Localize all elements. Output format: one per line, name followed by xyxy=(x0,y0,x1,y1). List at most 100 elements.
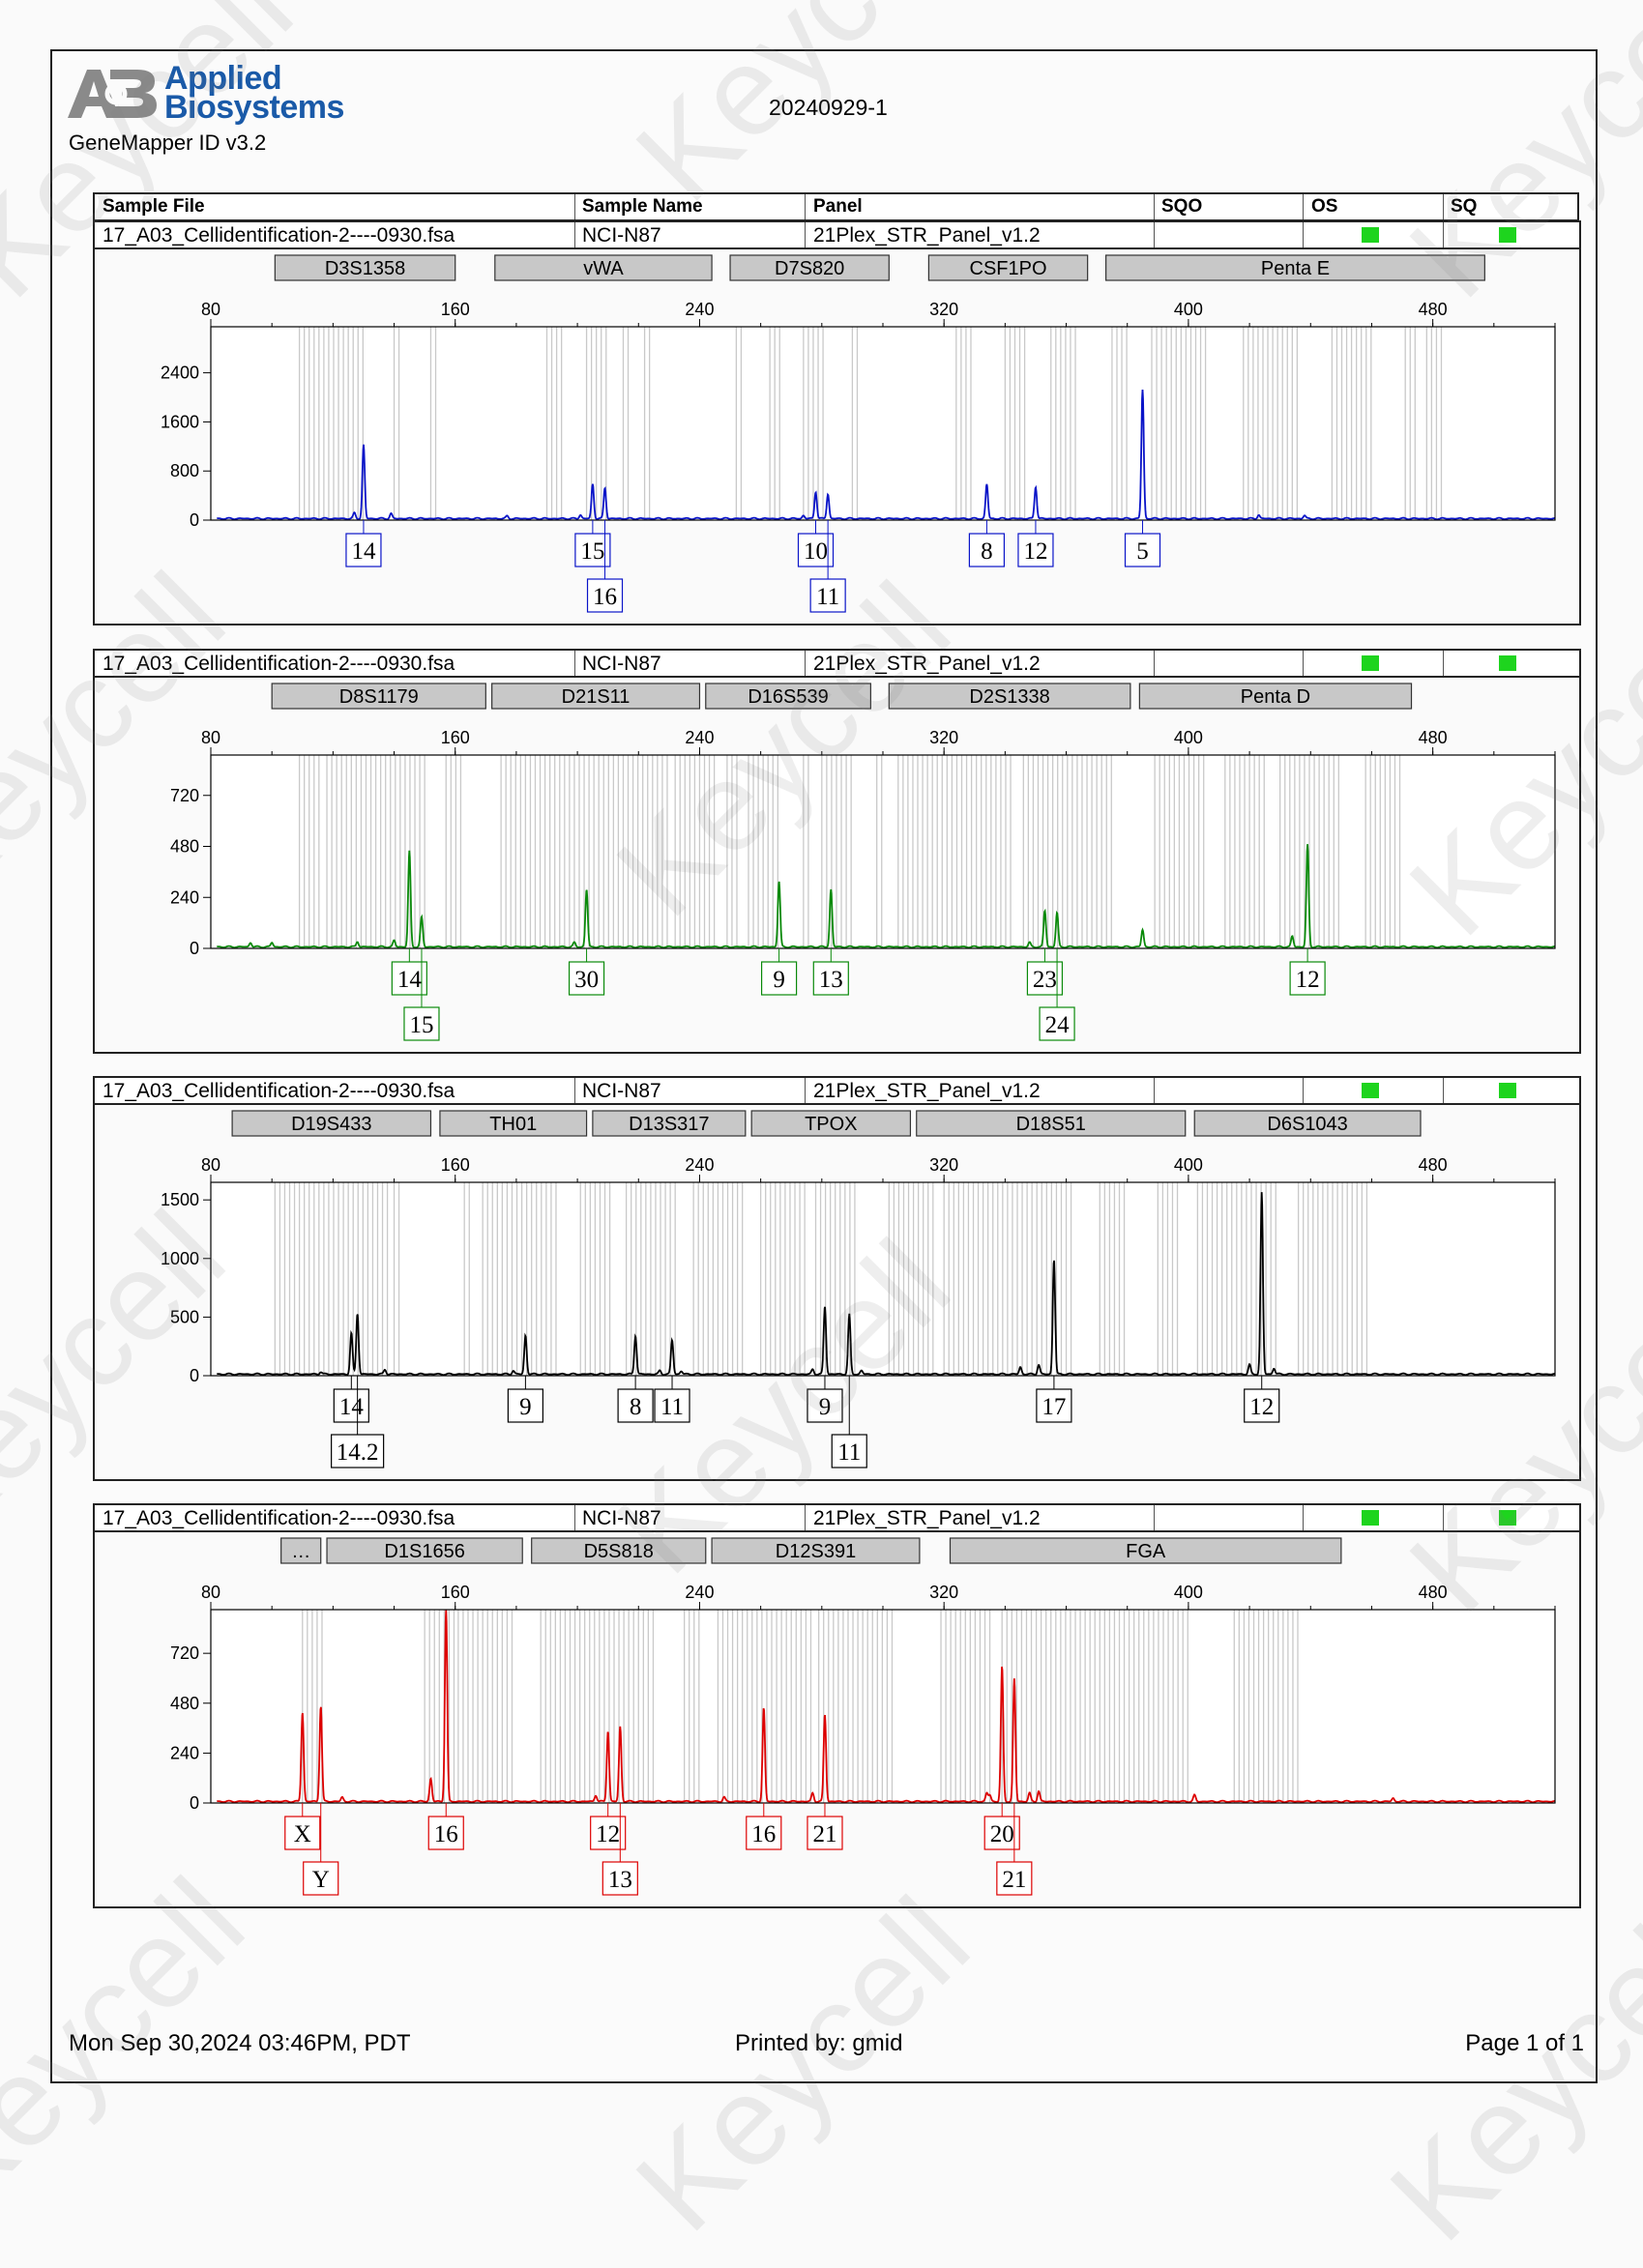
x-tick-label: 480 xyxy=(1419,1155,1448,1175)
marker-label: D18S51 xyxy=(1016,1114,1086,1135)
plot-area xyxy=(211,1182,1555,1376)
allele-call: 16 xyxy=(751,1821,776,1847)
allele-call-box xyxy=(586,578,624,613)
allele-call: 8 xyxy=(630,1394,642,1420)
column-header-row: Sample File Sample Name Panel SQO OS SQ xyxy=(93,192,1579,221)
sample-row: 17_A03_Cellidentification-2----0930.fsa … xyxy=(95,222,1579,249)
allele-call: Y xyxy=(312,1867,330,1893)
allele-call: 23 xyxy=(1033,967,1057,993)
x-tick-label: 160 xyxy=(441,1155,470,1175)
y-tick-label: 1500 xyxy=(161,1190,199,1209)
x-tick-label: 400 xyxy=(1174,1583,1203,1602)
brand-line-2: Biosystems xyxy=(164,89,344,126)
allele-call-box xyxy=(654,1388,690,1423)
marker-box xyxy=(711,1537,921,1564)
x-tick-label: 240 xyxy=(685,1155,714,1175)
allele-call-box xyxy=(812,961,849,996)
allele-call: 11 xyxy=(660,1394,684,1420)
plot-frame xyxy=(210,754,1556,949)
x-tick-label: 80 xyxy=(201,728,220,747)
sq-quality-flag xyxy=(1499,1083,1516,1098)
marker-box xyxy=(888,683,1131,710)
allele-call: 21 xyxy=(812,1821,836,1847)
x-tick-label: 320 xyxy=(929,1583,958,1602)
allele-call-box xyxy=(391,961,427,996)
col-sample-name: Sample Name xyxy=(582,196,703,217)
marker-box xyxy=(531,1537,707,1564)
col-sq: SQ xyxy=(1451,196,1478,217)
allele-call-box xyxy=(746,1816,782,1850)
allele-call-box xyxy=(345,533,382,567)
allele-call-box xyxy=(996,1861,1033,1896)
marker-box xyxy=(916,1110,1187,1137)
marker-box xyxy=(326,1537,523,1564)
x-tick-label: 480 xyxy=(1419,728,1448,747)
allele-call-box xyxy=(809,578,846,613)
y-tick-label: 480 xyxy=(170,837,199,857)
signal-trace xyxy=(217,1609,1556,1804)
allele-call: 24 xyxy=(1045,1012,1071,1038)
plot-frame xyxy=(210,326,1556,521)
x-tick-label: 160 xyxy=(441,300,470,319)
allele-call-box xyxy=(568,961,605,996)
marker-label: D16S539 xyxy=(748,686,828,708)
sample-name: NCI-N87 xyxy=(582,1080,661,1102)
allele-call: 12 xyxy=(1296,967,1320,993)
allele-call-box xyxy=(403,1006,440,1041)
allele-call-box xyxy=(983,1816,1020,1850)
col-panel: Panel xyxy=(813,196,863,217)
x-tick-label: 80 xyxy=(201,300,220,319)
run-id: 20240929-1 xyxy=(769,95,888,120)
sample-panel-3: 17_A03_Cellidentification-2----0930.fsa … xyxy=(93,1076,1581,1481)
allele-call-box xyxy=(1017,533,1054,567)
allele-call-box xyxy=(507,1388,543,1423)
footer-page: Page 1 of 1 xyxy=(1465,2030,1584,2056)
x-tick-label: 320 xyxy=(929,1155,958,1175)
y-tick-label: 500 xyxy=(170,1307,199,1326)
allele-call: 17 xyxy=(1042,1394,1066,1420)
allele-call: 11 xyxy=(837,1439,861,1466)
x-tick-label: 80 xyxy=(201,1583,220,1602)
allele-call-box xyxy=(617,1388,654,1423)
marker-label: TPOX xyxy=(805,1114,857,1135)
sample-name: NCI-N87 xyxy=(582,653,661,675)
electropherogram-green: D8S1179 D21S11 D16S539 D2S1338 Penta D 80 160 2… xyxy=(170,683,1556,1041)
marker-box xyxy=(271,683,486,710)
allele-call: 10 xyxy=(804,538,828,565)
allele-call: 20 xyxy=(990,1821,1014,1847)
sample-file: 17_A03_Cellidentification-2----0930.fsa xyxy=(103,653,455,675)
allele-call: 14 xyxy=(351,538,376,565)
allele-call: 9 xyxy=(519,1394,532,1420)
col-os: OS xyxy=(1311,196,1338,217)
marker-label: D6S1043 xyxy=(1267,1114,1347,1135)
allele-call-box xyxy=(1026,961,1064,996)
allele-call-box xyxy=(968,533,1006,567)
sample-panel-1: 17_A03_Cellidentification-2----0930.fsa … xyxy=(93,220,1581,625)
allele-call: 12 xyxy=(1249,1394,1274,1420)
marker-box xyxy=(491,683,701,710)
x-tick-label: 480 xyxy=(1419,300,1448,319)
os-quality-flag xyxy=(1362,1510,1379,1526)
marker-box xyxy=(1138,683,1413,710)
allele-call-box xyxy=(1036,1388,1072,1423)
sq-quality-flag xyxy=(1499,1510,1516,1526)
software-version: GeneMapper ID v3.2 xyxy=(69,131,267,155)
allele-call: X xyxy=(294,1821,311,1847)
marker-box xyxy=(231,1110,432,1137)
allele-call: 13 xyxy=(608,1867,632,1893)
sample-name: NCI-N87 xyxy=(582,224,661,247)
sample-panel-4: 17_A03_Cellidentification-2----0930.fsa … xyxy=(93,1503,1581,1908)
sample-file: 17_A03_Cellidentification-2----0930.fsa xyxy=(103,1507,455,1529)
marker-label: D1S1656 xyxy=(384,1541,464,1562)
sq-quality-flag xyxy=(1499,655,1516,671)
marker-label: FGA xyxy=(1126,1541,1166,1562)
plot-area xyxy=(211,755,1555,948)
allele-call: 12 xyxy=(1023,538,1047,565)
marker-box xyxy=(494,254,713,281)
sample-panel-2: 17_A03_Cellidentification-2----0930.fsa … xyxy=(93,649,1581,1054)
marker-box xyxy=(274,254,456,281)
x-tick-label: 160 xyxy=(441,1583,470,1602)
allele-call: 15 xyxy=(580,538,604,565)
allele-call-box xyxy=(807,1388,843,1423)
x-tick-label: 240 xyxy=(685,300,714,319)
